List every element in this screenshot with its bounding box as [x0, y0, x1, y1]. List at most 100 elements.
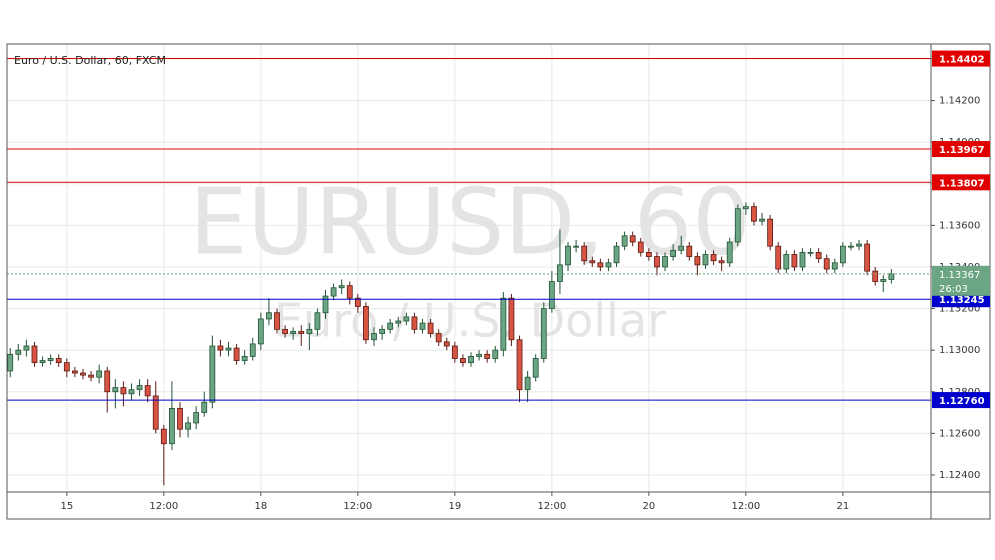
candle-body — [637, 241, 644, 253]
level-label: 1.13967 — [939, 145, 985, 156]
candle-body — [160, 428, 167, 445]
candle-body — [872, 270, 879, 282]
candle-body — [55, 358, 62, 364]
candle-body — [718, 260, 725, 264]
candle-body — [807, 252, 814, 254]
candle-body — [645, 252, 652, 257]
candle-body — [96, 370, 103, 378]
candle-body — [169, 407, 175, 445]
candle-body — [783, 254, 790, 270]
x-tick-label: 12:00 — [149, 501, 178, 512]
candle-body — [15, 349, 22, 355]
level-label-box — [932, 141, 990, 158]
candle-body — [403, 316, 410, 322]
candle-body — [880, 279, 887, 282]
candle-body — [72, 370, 78, 374]
candle-body — [217, 345, 224, 351]
x-tick-label: 12:00 — [731, 501, 760, 512]
y-tick-label: 1.13000 — [939, 345, 980, 356]
candle-body — [759, 218, 765, 222]
candle-body — [7, 353, 14, 372]
candle-body — [128, 389, 135, 395]
candle-body — [524, 376, 531, 391]
candle-body — [322, 295, 329, 314]
candle-body — [282, 328, 288, 334]
candle-body — [654, 256, 660, 268]
candle-body — [484, 353, 491, 359]
candle-body — [23, 345, 30, 351]
candle-body — [629, 235, 636, 243]
candle-body — [573, 245, 580, 248]
candle-body — [702, 254, 709, 266]
candle-body — [864, 243, 871, 272]
candle-body — [516, 339, 523, 391]
last-price-label: 1.13367 — [939, 270, 980, 281]
x-tick-label: 12:00 — [537, 501, 566, 512]
candle-body — [201, 401, 208, 413]
candle-body — [500, 297, 507, 351]
x-tick-label: 12:00 — [343, 501, 372, 512]
candle-body — [597, 262, 604, 268]
candle-body — [136, 385, 143, 391]
candle-body — [225, 347, 232, 351]
candle-body — [468, 355, 474, 364]
candle-body — [694, 256, 701, 266]
y-tick-label: 1.14200 — [939, 96, 980, 107]
level-label-box — [932, 392, 990, 409]
candle-body — [31, 345, 38, 364]
level-label: 1.12760 — [939, 396, 985, 407]
candle-body — [460, 358, 466, 364]
candle-body — [435, 333, 442, 343]
candle-body — [395, 320, 402, 324]
candle-body — [290, 331, 297, 334]
level-label: 1.14402 — [939, 55, 985, 66]
candle-body — [508, 297, 515, 341]
candle-body — [363, 306, 369, 341]
candle-body — [476, 353, 483, 357]
candle-body — [443, 341, 450, 347]
candle-body — [791, 254, 798, 268]
candle-body — [193, 412, 200, 424]
candle-body — [734, 208, 741, 243]
candle-body — [88, 374, 94, 378]
candle-body — [581, 245, 588, 262]
watermark-subtitle: Euro / U.S. Dollar — [274, 294, 666, 348]
candle-body — [557, 264, 563, 282]
candle-body — [589, 260, 596, 264]
candle-body — [209, 345, 216, 403]
candle-body — [266, 312, 272, 320]
candle-body — [775, 245, 782, 270]
candle-body — [767, 218, 774, 247]
candle-body — [419, 322, 426, 330]
candle-body — [831, 262, 838, 270]
y-tick-label: 1.12400 — [939, 470, 980, 481]
candle-body — [257, 318, 264, 345]
x-tick-label: 18 — [254, 501, 267, 512]
candle-body — [799, 252, 806, 268]
countdown-label: 26:03 — [939, 284, 968, 295]
candle-body — [848, 245, 854, 248]
candle-body — [686, 245, 693, 257]
candle-body — [742, 206, 749, 210]
candle-body — [815, 252, 822, 260]
candle-body — [823, 258, 830, 270]
candle-body — [63, 362, 70, 372]
candle-body — [306, 328, 313, 334]
candle-body — [411, 316, 418, 330]
candle-body — [540, 308, 547, 359]
candle-body — [492, 349, 499, 359]
candle-body — [451, 345, 458, 359]
level-label-box — [932, 50, 990, 67]
candle-body — [233, 347, 240, 361]
candle-body — [120, 387, 127, 395]
candle-body — [152, 395, 159, 430]
candle-body — [177, 407, 183, 430]
candle-body — [839, 245, 846, 264]
candle-body — [621, 235, 628, 247]
candle-body — [330, 287, 337, 297]
y-tick-label: 1.13200 — [939, 304, 980, 315]
x-tick-label: 19 — [448, 501, 461, 512]
candle-body — [39, 360, 46, 364]
candle-body — [565, 245, 571, 266]
